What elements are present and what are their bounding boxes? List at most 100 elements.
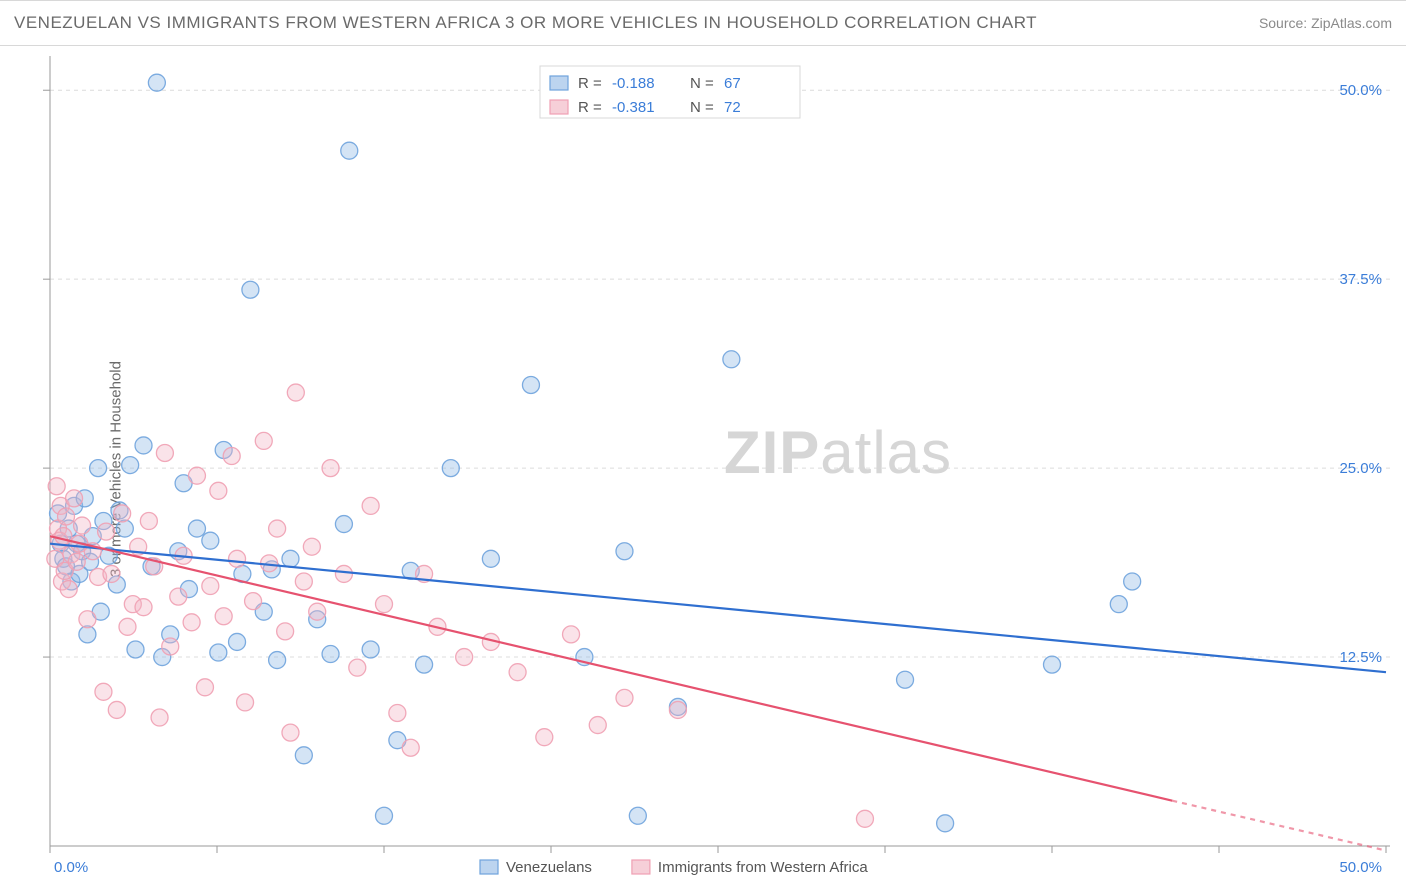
legend-n-value: 67: [724, 75, 741, 92]
data-point: [127, 641, 144, 658]
data-point: [723, 351, 740, 368]
watermark: ZIPatlas: [724, 419, 952, 486]
data-point: [237, 694, 254, 711]
x-tick-label: 50.0%: [1339, 859, 1382, 876]
data-point: [389, 704, 406, 721]
data-point: [66, 490, 83, 507]
trend-line-extrapolated: [1172, 801, 1386, 851]
data-point: [1124, 573, 1141, 590]
data-point: [416, 656, 433, 673]
y-tick-label: 12.5%: [1339, 649, 1382, 666]
data-point: [341, 142, 358, 159]
data-point: [223, 448, 240, 465]
data-point: [442, 460, 459, 477]
data-point: [229, 550, 246, 567]
data-point: [210, 644, 227, 661]
x-tick-label: 0.0%: [54, 859, 88, 876]
legend-n-label: N =: [690, 99, 714, 116]
data-point: [456, 649, 473, 666]
data-point: [509, 664, 526, 681]
data-point: [242, 281, 259, 298]
data-point: [282, 724, 299, 741]
legend-swatch: [550, 76, 568, 90]
data-point: [937, 815, 954, 832]
data-point: [589, 717, 606, 734]
data-point: [116, 520, 133, 537]
data-point: [79, 611, 96, 628]
data-point: [95, 683, 112, 700]
data-point: [616, 543, 633, 560]
data-point: [322, 460, 339, 477]
data-point: [856, 810, 873, 827]
legend-n-label: N =: [690, 75, 714, 92]
data-point: [188, 467, 205, 484]
data-point: [48, 478, 65, 495]
data-point: [322, 646, 339, 663]
data-point: [90, 460, 107, 477]
legend-swatch: [550, 100, 568, 114]
data-point: [188, 520, 205, 537]
data-point: [362, 641, 379, 658]
legend-r-label: R =: [578, 75, 602, 92]
legend-swatch: [632, 860, 650, 874]
data-point: [170, 588, 187, 605]
data-point: [60, 581, 77, 598]
data-point: [1110, 596, 1127, 613]
data-point: [402, 739, 419, 756]
data-point: [55, 528, 72, 545]
chart-area: 3 or more Vehicles in Household ZIPatlas…: [0, 46, 1406, 892]
data-point: [215, 608, 232, 625]
data-point: [629, 807, 646, 824]
data-point: [119, 618, 136, 635]
data-point: [295, 573, 312, 590]
data-point: [135, 437, 152, 454]
y-tick-label: 25.0%: [1339, 460, 1382, 477]
legend-series-label: Immigrants from Western Africa: [658, 859, 868, 876]
legend-r-label: R =: [578, 99, 602, 116]
data-point: [295, 747, 312, 764]
data-point: [74, 517, 91, 534]
data-point: [255, 432, 272, 449]
data-point: [108, 701, 125, 718]
data-point: [68, 553, 85, 570]
legend-swatch: [480, 860, 498, 874]
data-point: [162, 638, 179, 655]
data-point: [349, 659, 366, 676]
data-point: [563, 626, 580, 643]
data-point: [156, 445, 173, 462]
data-point: [103, 565, 120, 582]
data-point: [79, 626, 96, 643]
data-point: [536, 729, 553, 746]
data-point: [245, 593, 262, 610]
data-point: [376, 807, 393, 824]
data-point: [669, 701, 686, 718]
legend-series-label: Venezuelans: [506, 859, 592, 876]
data-point: [229, 633, 246, 650]
y-tick-label: 37.5%: [1339, 271, 1382, 288]
data-point: [183, 614, 200, 631]
data-point: [335, 516, 352, 533]
trend-line: [50, 536, 1172, 801]
data-point: [482, 550, 499, 567]
data-point: [287, 384, 304, 401]
data-point: [522, 376, 539, 393]
data-point: [210, 482, 227, 499]
legend-r-value: -0.188: [612, 75, 655, 92]
data-point: [202, 578, 219, 595]
data-point: [1044, 656, 1061, 673]
chart-header: VENEZUELAN VS IMMIGRANTS FROM WESTERN AF…: [0, 0, 1406, 46]
scatter-chart: ZIPatlas12.5%25.0%37.5%50.0%0.0%50.0%R =…: [0, 46, 1406, 892]
data-point: [269, 520, 286, 537]
data-point: [616, 689, 633, 706]
data-point: [148, 74, 165, 91]
data-point: [277, 623, 294, 640]
data-point: [196, 679, 213, 696]
data-point: [335, 565, 352, 582]
data-point: [135, 599, 152, 616]
data-point: [309, 603, 326, 620]
data-point: [376, 596, 393, 613]
data-point: [362, 497, 379, 514]
data-point: [98, 523, 115, 540]
data-point: [897, 671, 914, 688]
data-point: [303, 538, 320, 555]
